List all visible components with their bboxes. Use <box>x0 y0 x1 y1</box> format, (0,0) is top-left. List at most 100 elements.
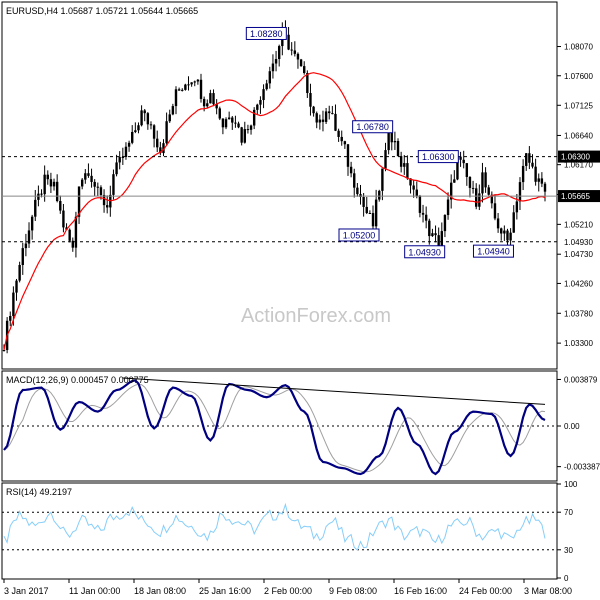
candle-body <box>434 233 437 236</box>
candle-body <box>184 84 187 90</box>
candle-body <box>437 235 440 246</box>
candle-body <box>202 98 206 107</box>
price-label-box <box>404 245 446 259</box>
candle-body <box>324 111 328 122</box>
x-tick-label: 16 Feb 16:00 <box>394 586 447 596</box>
candle-body <box>77 186 81 217</box>
price-label: 1.06300 <box>422 152 455 162</box>
candle-body <box>96 186 100 188</box>
candle-body <box>21 248 24 266</box>
candle-body <box>156 138 159 148</box>
price-header: EURUSD,H4 1.05687 1.05721 1.05644 1.0566… <box>6 6 198 16</box>
macd-tick-label: 0.00 <box>564 422 580 431</box>
candle-body <box>493 203 497 219</box>
price-label-box <box>245 26 287 40</box>
candle-body <box>46 174 49 180</box>
candle-body <box>475 188 478 207</box>
candle-body <box>468 176 472 188</box>
candle-body <box>74 216 78 248</box>
candle-body <box>503 230 506 234</box>
candle-body <box>293 50 297 54</box>
candle-body <box>487 187 490 195</box>
candle-body <box>359 194 362 198</box>
candle-body <box>71 240 74 248</box>
candle-body <box>274 59 278 64</box>
candle-body <box>396 140 400 157</box>
candle-body <box>40 193 43 195</box>
candle-body <box>9 316 12 321</box>
candle-body <box>446 199 450 216</box>
candle-body <box>449 182 453 200</box>
price-tick-label: 1.04260 <box>564 279 593 288</box>
candle-body <box>443 215 447 232</box>
candle-body <box>331 113 334 115</box>
candle-body <box>165 121 168 144</box>
rsi-tick-label: 100 <box>564 480 578 489</box>
price-label-box <box>417 150 459 164</box>
candle-body <box>318 119 322 123</box>
candle-body <box>152 125 156 139</box>
candle-body <box>209 93 212 104</box>
candle-body <box>59 201 62 211</box>
rsi-tick-label: 0 <box>564 574 569 583</box>
candle-body <box>415 189 418 197</box>
candle-body <box>399 156 403 167</box>
price-tick-label: 1.06170 <box>564 161 593 170</box>
candle-body <box>471 187 475 189</box>
candle-body <box>309 93 312 107</box>
candle-body <box>421 212 425 215</box>
macd-signal-line <box>3 383 546 473</box>
candle-body <box>312 106 315 114</box>
price-label-box <box>472 244 514 258</box>
candle-body <box>190 82 193 85</box>
candle-body <box>127 142 131 147</box>
candle-body <box>105 205 109 208</box>
candle-body <box>393 140 397 143</box>
price-tick-label: 1.08070 <box>564 43 593 52</box>
x-tick-label: 3 Jan 2017 <box>4 586 49 596</box>
candle-body <box>321 119 325 122</box>
candle-body <box>30 216 34 231</box>
candle-body <box>196 79 200 82</box>
candle-body <box>540 178 544 184</box>
candle-body <box>268 71 272 84</box>
rsi-tick-label: 70 <box>564 508 573 517</box>
price-label: 1.04930 <box>408 247 441 257</box>
candle-body <box>378 190 381 200</box>
candle-body <box>340 136 343 142</box>
candle-body <box>465 163 469 177</box>
candle-body <box>37 193 40 200</box>
candle-body <box>277 46 281 60</box>
candle-body <box>124 146 128 157</box>
candle-body <box>65 227 68 230</box>
candle-body <box>262 89 265 101</box>
rsi-tick-label: 30 <box>564 546 573 555</box>
candle-body <box>299 59 303 67</box>
price-panel-frame <box>1 1 558 370</box>
candle-body <box>481 172 484 194</box>
candle-body <box>234 122 237 124</box>
candle-body <box>500 228 503 234</box>
rsi-title: RSI(14) 49.2197 <box>6 487 72 497</box>
candle-body <box>143 110 146 114</box>
macd-line <box>3 379 546 476</box>
candle-body <box>384 150 387 169</box>
candle-body <box>187 84 190 86</box>
candle-body <box>403 163 406 167</box>
candle-body <box>246 129 250 131</box>
candle-body <box>34 199 37 217</box>
candle-body <box>412 185 415 190</box>
candle-body <box>537 178 540 182</box>
price-label: 1.06780 <box>356 122 389 132</box>
candle-body <box>428 220 431 237</box>
candle-body <box>27 230 31 244</box>
candle-body <box>459 156 462 160</box>
candle-body <box>199 79 203 99</box>
candle-body <box>224 119 228 128</box>
candle-body <box>290 49 293 51</box>
candle-body <box>118 157 121 163</box>
candle-body <box>521 165 525 183</box>
price-tick-label: 1.03300 <box>564 339 593 348</box>
price-tick-label: 1.04930 <box>564 238 593 247</box>
macd-tick-label: -0.003387 <box>564 463 600 472</box>
